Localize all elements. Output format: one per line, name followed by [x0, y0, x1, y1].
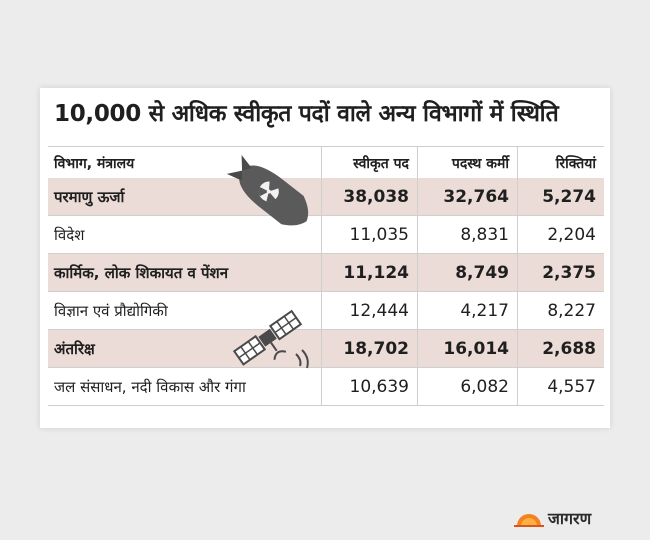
row-filled: 32,764: [417, 178, 517, 215]
row-sanctioned: 18,702: [321, 330, 417, 367]
table-card: 10,000 से अधिक स्वीकृत पदों वाले अन्य वि…: [40, 88, 610, 428]
table-row: विदेश 11,035 8,831 2,204: [48, 216, 604, 254]
missile-icon: [226, 154, 309, 226]
row-name: अंतरिक्ष: [54, 339, 95, 358]
brand-logo: जागरण: [514, 505, 591, 531]
sun-icon: [514, 514, 544, 527]
row-sanctioned: 11,035: [321, 216, 417, 253]
table-row: परमाणु ऊर्जा 38,038 32,764 5,274: [48, 178, 604, 216]
row-vacant: 2,688: [517, 330, 604, 367]
row-vacant: 8,227: [517, 292, 604, 329]
row-filled: 16,014: [417, 330, 517, 367]
header-department: विभाग, मंत्रालय: [54, 155, 135, 172]
row-sanctioned: 10,639: [321, 368, 417, 405]
logo-text: जागरण: [548, 509, 592, 528]
row-filled: 8,831: [417, 216, 517, 253]
row-sanctioned: 12,444: [321, 292, 417, 329]
row-sanctioned: 11,124: [321, 254, 417, 291]
row-vacant: 4,557: [517, 368, 604, 405]
row-name: कार्मिक, लोक शिकायत व पेंशन: [54, 263, 229, 282]
row-vacant: 2,204: [517, 216, 604, 253]
chart-title: 10,000 से अधिक स्वीकृत पदों वाले अन्य वि…: [54, 101, 559, 127]
table-row: अंतरिक्ष 18,702 16,014 2,688: [48, 330, 604, 368]
header-filled: पदस्थ कर्मी: [417, 147, 517, 179]
table-body: परमाणु ऊर्जा 38,038 32,764 5,274 विदेश 1…: [48, 178, 604, 406]
row-name: विज्ञान एवं प्रौद्योगिकी: [54, 301, 168, 320]
header-vacant: रिक्तियां: [517, 147, 604, 179]
table-row: जल संसाधन, नदी विकास और गंगा 10,639 6,08…: [48, 368, 604, 406]
satellite-icon: [232, 309, 309, 369]
row-name: जल संसाधन, नदी विकास और गंगा: [54, 377, 246, 396]
row-sanctioned: 38,038: [321, 178, 417, 215]
table-row: विज्ञान एवं प्रौद्योगिकी 12,444 4,217 8,…: [48, 292, 604, 330]
table-header: विभाग, मंत्रालय स्वीकृत पद पदस्थ कर्मी र…: [48, 146, 604, 180]
header-sanctioned: स्वीकृत पद: [321, 147, 417, 179]
row-name: विदेश: [54, 225, 85, 244]
table-row: कार्मिक, लोक शिकायत व पेंशन 11,124 8,749…: [48, 254, 604, 292]
row-name: परमाणु ऊर्जा: [54, 187, 125, 206]
row-filled: 6,082: [417, 368, 517, 405]
row-vacant: 2,375: [517, 254, 604, 291]
row-filled: 4,217: [417, 292, 517, 329]
row-filled: 8,749: [417, 254, 517, 291]
row-vacant: 5,274: [517, 178, 604, 215]
